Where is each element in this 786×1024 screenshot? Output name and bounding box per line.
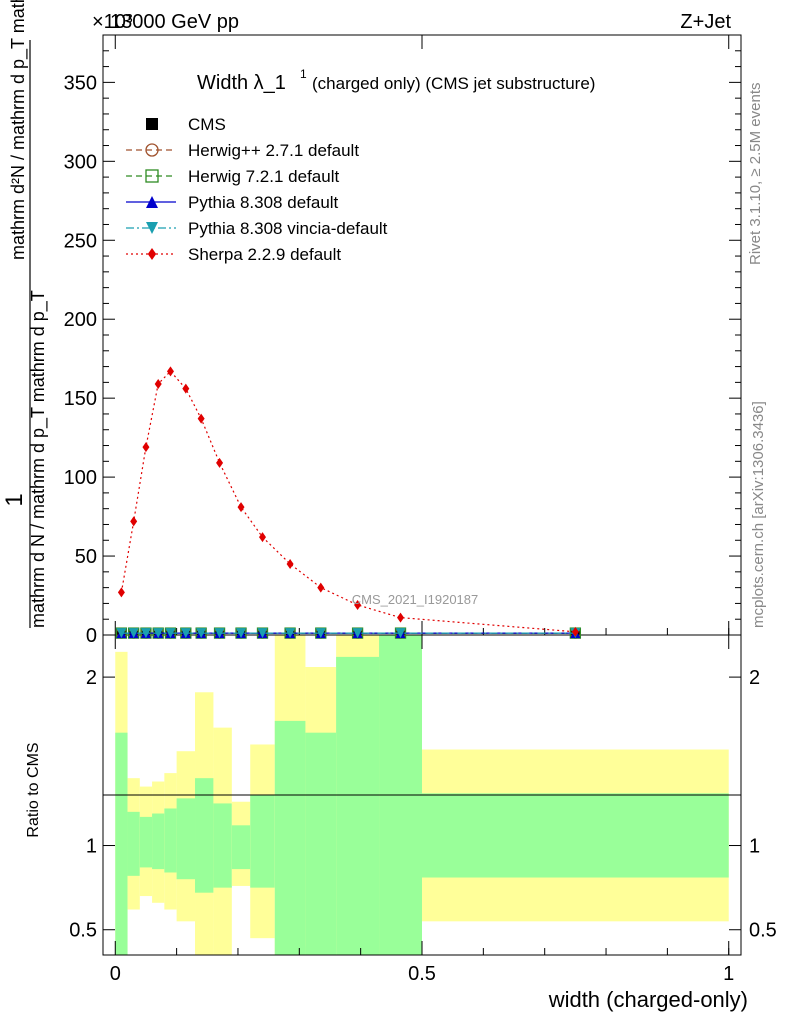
series-4-point-1 [128,628,139,639]
series-4-point-6 [196,628,207,639]
series-4-point-10 [285,628,296,639]
legend-label-4: Pythia 8.308 vincia-default [188,219,388,238]
legend-label-5: Sherpa 2.2.9 default [188,245,341,264]
ratio-green-band-5 [176,798,196,880]
xtick-label-0: 0 [110,963,121,985]
series-4-point-5 [180,628,191,639]
ytick-label-100: 100 [64,467,97,489]
series-4-point-12 [352,628,363,639]
legend-marker-1 [145,143,159,157]
ratio-green-band-14 [422,793,729,878]
ylabel-numerator: 1 [1,493,28,506]
ratio-ytick-label-left-0: 0.5 [69,920,97,942]
title-sub: (charged only) (CMS jet substructure) [312,74,595,93]
title-main: Width λ_1 [197,72,286,94]
legend-marker-4 [146,222,158,234]
legend-label-2: Herwig 7.2.1 default [188,167,339,186]
xtick-label-1: 0.5 [408,963,436,985]
series-5-point-5 [182,383,190,394]
ytick-label-300: 300 [64,151,97,173]
series-5-point-10 [286,558,294,569]
ytick-label-150: 150 [64,388,97,410]
ratio-green-band-7 [213,803,232,888]
mcplots-watermark: mcplots.cern.ch [arXiv:1306.3436] [750,401,767,628]
ratio-green-band-2 [139,816,153,868]
legend-marker-0 [146,118,158,130]
ratio-green-band-12 [336,656,380,955]
series-5-point-7 [216,457,224,468]
series-4-point-4 [165,628,176,639]
analysis-watermark: CMS_2021_I1920187 [352,592,479,607]
series-4-point-9 [257,628,268,639]
series-5-point-11 [317,582,325,593]
ratio-ytick-label-left-1: 1 [86,836,97,858]
ratio-green-band-3 [152,813,165,870]
ytick-label-250: 250 [64,230,97,252]
series-4-point-2 [140,628,151,639]
series-layer [115,366,582,639]
series-5-point-9 [259,532,266,543]
ratio-ytick-label-right-0: 0.5 [749,920,777,942]
exponent-label: ×10³ [92,11,133,33]
series-5-point-12 [354,600,362,610]
y-axis-label: 1 mathrm d N / mathrm d p_T mathrm d p_T… [1,0,49,628]
series-line-5 [120,370,576,633]
title-superscript: 1 [300,67,307,81]
process-label: Z+Jet [680,11,731,33]
legend: CMS Herwig++ 2.7.1 default Herwig 7.2.1 de… [126,115,388,264]
legend-marker-2 [145,169,159,183]
ratio-green-band-1 [127,811,140,876]
ratio-ytick-label-left-2: 2 [86,667,97,689]
ratio-ytick-label-right-1: 1 [749,836,760,858]
series-4-point-8 [236,628,247,639]
legend-marker-5 [147,248,157,260]
legend-label-1: Herwig++ 2.7.1 default [188,141,359,160]
main-axis-ticks: 0 50 100 150 200 250 300 350 [64,34,741,647]
legend-label-3: Pythia 8.308 default [188,193,339,212]
series-5 [117,366,579,637]
legend-marker-3 [146,196,158,208]
ratio-green-band-11 [305,732,337,955]
ytick-label-200: 200 [64,309,97,331]
ratio-ytick-label-right-2: 2 [749,667,760,689]
series-5-point-8 [237,502,245,513]
ratio-green-band-10 [274,720,306,955]
series-5-point-6 [197,413,205,424]
series-4-point-11 [315,628,326,639]
ratio-y-axis-label: Ratio to CMS [25,742,42,837]
ratio-green-band-6 [195,778,214,893]
legend-label-0: CMS [188,115,226,134]
ylabel-fraction: mathrm d²N / mathrm d p_T mathrm d lambd… [8,0,29,260]
energy-label: 13000 GeV pp [110,11,239,33]
series-5-point-0 [117,587,125,598]
series-5-point-13 [397,612,405,623]
ratio-green-band-9 [250,795,275,888]
series-5-point-3 [154,378,162,389]
series-4-point-13 [395,628,406,639]
series-5-point-2 [142,442,150,453]
xtick-label-2: 1 [723,963,734,985]
x-axis-label: width (charged-only) [548,987,748,1012]
ytick-label-50: 50 [75,546,97,568]
series-4-point-3 [153,628,164,639]
series-4-point-0 [116,628,127,639]
ratio-green-band-4 [164,808,177,873]
ratio-green-band-8 [231,825,251,870]
x-axis-ticks: 0 0.5 1 [110,35,734,985]
ratio-axis-ticks: 0.5 0.5 1 1 2 2 [69,667,777,942]
series-5-point-14 [571,626,579,637]
series-5-point-1 [130,516,138,527]
series-5-point-4 [166,366,174,377]
ytick-label-350: 350 [64,72,97,94]
rivet-watermark: Rivet 3.1.10, ≥ 2.5M events [747,83,764,266]
series-4-point-7 [214,628,225,639]
ytick-label-0: 0 [86,625,97,647]
ratio-green-band-0 [115,732,128,955]
ylabel-denominator: mathrm d N / mathrm d p_T mathrm d p_T [28,290,49,628]
